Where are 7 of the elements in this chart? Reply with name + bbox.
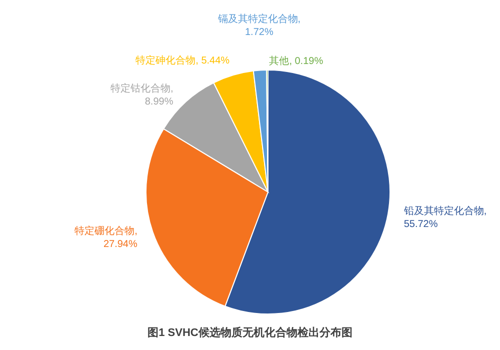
slice-label: 特定砷化合物, 5.44% xyxy=(136,56,230,67)
slice-label: 特定硼化合物, 27.94% xyxy=(74,226,138,250)
slice-label: 铅及其特定化合物, 55.72% xyxy=(404,206,487,230)
slice-label: 镉及其特定化合物, 1.72% xyxy=(218,14,301,38)
text: 图1 SVHC候选物质无机化合物检出分布图 xyxy=(148,326,352,339)
slice-label: 其他, 0.19% xyxy=(269,56,324,67)
slice-label: 特定钴化合物, 8.99% xyxy=(110,83,174,108)
